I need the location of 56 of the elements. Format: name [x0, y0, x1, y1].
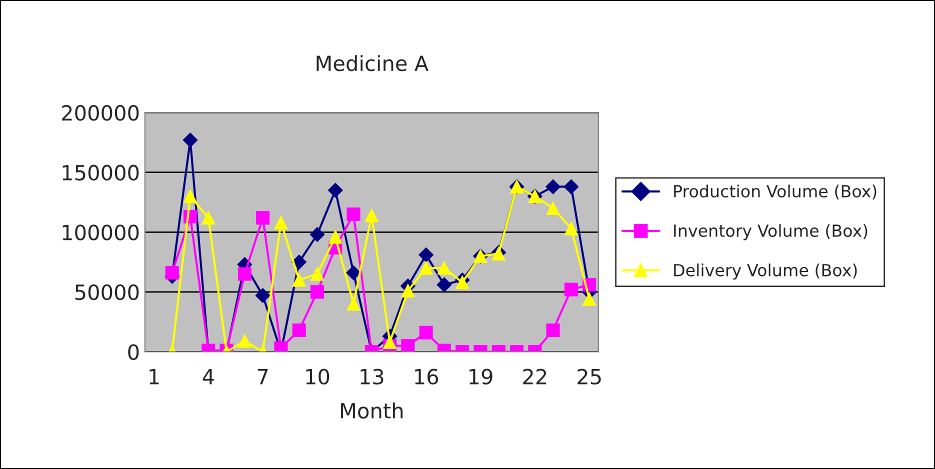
point [364, 208, 378, 222]
y-tick-label: 150000 [62, 164, 139, 181]
point [328, 182, 343, 198]
point [346, 297, 360, 311]
x-tick-label: 7 [258, 369, 268, 384]
point [182, 132, 198, 148]
point [310, 267, 324, 281]
point [310, 227, 325, 242]
point [401, 284, 415, 298]
legend-label: Inventory Volume (Box) [674, 224, 868, 240]
y-tick-label: 50000 [75, 284, 139, 300]
x-tick-label: 25 [578, 368, 601, 385]
point [202, 211, 216, 225]
point [292, 323, 306, 337]
point [346, 207, 360, 221]
point [256, 211, 270, 225]
x-tick-label: 19 [470, 368, 492, 385]
point [292, 254, 306, 270]
point [564, 282, 578, 296]
x-tick-label: 1 [150, 369, 159, 384]
point [456, 276, 470, 290]
x-tick-label: 13 [360, 368, 384, 385]
y-tick-label: 0 [128, 344, 139, 360]
y-tick-label: 100000 [62, 224, 139, 240]
x-tick-label: 22 [523, 368, 546, 384]
point [383, 335, 397, 349]
point [184, 190, 198, 204]
point [238, 334, 252, 348]
point [255, 288, 270, 303]
point [546, 323, 560, 337]
point [328, 230, 342, 244]
point [419, 326, 433, 340]
point [418, 247, 434, 262]
point [564, 179, 579, 194]
point [238, 267, 252, 281]
legend-label: Production Volume (Box) [674, 184, 876, 200]
point [310, 285, 324, 299]
x-tick-label: 10 [306, 368, 330, 385]
chart-title: Medicine A [316, 55, 428, 72]
point [401, 339, 415, 352]
point [437, 261, 451, 275]
point [292, 273, 306, 287]
x-tick-label: 4 [202, 369, 214, 384]
point [346, 265, 361, 280]
point [436, 277, 452, 292]
point [546, 201, 560, 216]
point [274, 216, 288, 230]
legend-label: Delivery Volume (Box) [674, 264, 857, 280]
point [546, 179, 560, 194]
x-tick-label: 16 [415, 368, 438, 385]
y-tick-label: 200000 [62, 105, 139, 121]
point [165, 266, 179, 280]
point [564, 222, 578, 236]
point [582, 292, 596, 306]
point [419, 261, 433, 275]
x-axis-title: Month [341, 402, 403, 419]
